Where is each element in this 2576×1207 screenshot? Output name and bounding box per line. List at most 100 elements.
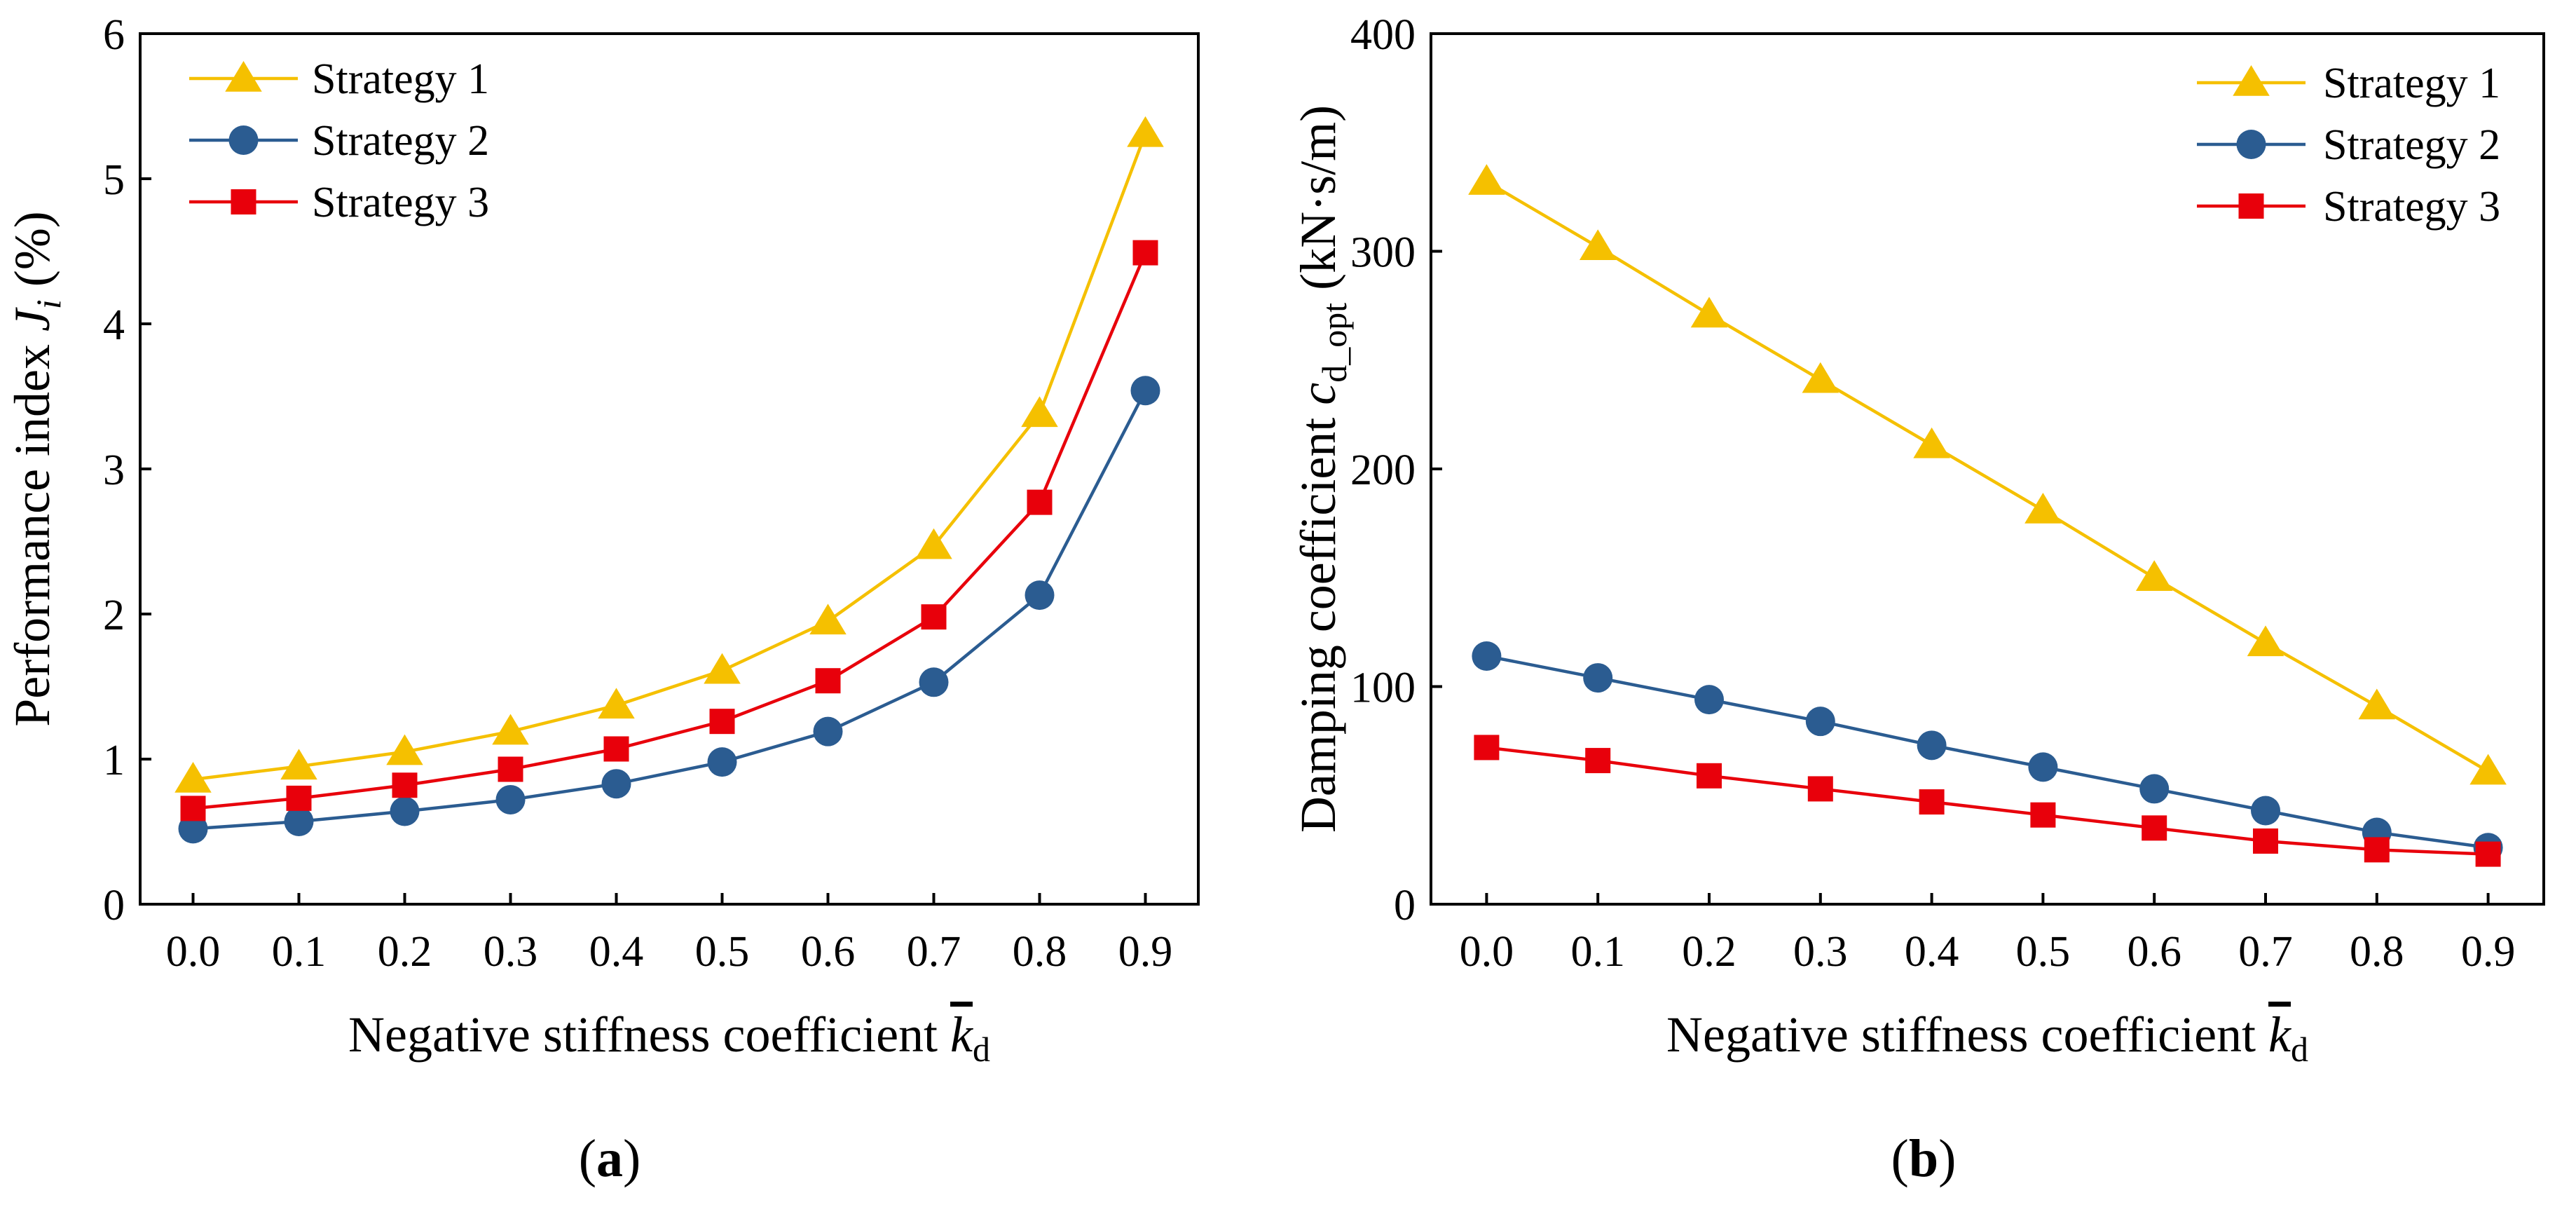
x-tick-label: 0.2 (1682, 928, 1736, 976)
series-line (1486, 746, 2488, 856)
x-axis-label-text: Negative stiffness coefficient (1666, 1007, 2268, 1063)
y-axis-label-subscript: i (29, 299, 68, 309)
data-point (178, 814, 208, 844)
y-axis-label-text: Performance index (4, 332, 60, 727)
y-tick-label: 3 (103, 446, 125, 494)
data-point (815, 668, 841, 694)
x-tick-label: 0.8 (1013, 928, 1067, 976)
legend-marker (225, 61, 262, 92)
legend-entry: Strategy 3 (2197, 183, 2500, 231)
data-point (2251, 796, 2280, 826)
data-point (1690, 296, 1728, 328)
data-point (2028, 752, 2058, 782)
data-point (495, 784, 526, 814)
data-point (921, 604, 947, 630)
data-point (2253, 828, 2278, 854)
x-axis-label: Negative stiffness coefficient kd (1666, 1007, 2308, 1069)
legend-entry: Strategy 1 (189, 55, 489, 103)
legend-marker (231, 189, 256, 214)
x-tick-label: 0.9 (1118, 928, 1173, 976)
legend-entry: Strategy 1 (2197, 60, 2500, 107)
x-tick-label: 0.6 (801, 928, 856, 976)
legend-label: Strategy 1 (2323, 60, 2500, 107)
legend-marker (228, 125, 259, 155)
series-strategy-2 (1472, 641, 2503, 863)
x-axis-label-symbol: k (2268, 1007, 2292, 1063)
legend-entry: Strategy 2 (189, 117, 489, 165)
x-tick-label: 0.7 (907, 928, 961, 976)
data-point (286, 785, 312, 811)
data-point (2364, 837, 2390, 863)
y-tick-label: 100 (1350, 664, 1416, 712)
series-strategy-1 (1468, 164, 2507, 785)
y-axis-label-symbol: c (1290, 383, 1346, 405)
x-axis-label: Negative stiffness coefficient kd (348, 1007, 990, 1069)
data-point (2139, 774, 2170, 804)
data-point (2358, 688, 2396, 720)
x-axis-label-subscript: d (2291, 1030, 2308, 1069)
y-tick-label: 4 (103, 301, 125, 349)
data-point (1583, 663, 1613, 693)
data-point (1472, 641, 1502, 671)
data-point (1474, 735, 1500, 761)
x-axis-label-symbol: k (950, 1007, 974, 1063)
data-point (1025, 580, 1055, 611)
data-point (284, 807, 314, 837)
data-point (180, 796, 206, 821)
data-point (601, 769, 631, 799)
x-tick-label: 0.9 (2461, 928, 2516, 976)
data-point (598, 688, 635, 719)
y-tick-label: 1 (103, 737, 125, 784)
data-point (2142, 815, 2167, 841)
x-tick-label: 0.7 (2238, 928, 2293, 976)
data-point (1697, 763, 1722, 789)
data-point (1021, 396, 1058, 428)
data-point (2469, 753, 2507, 785)
data-point (1805, 707, 1835, 737)
y-tick-label: 6 (103, 11, 125, 59)
series-line (193, 390, 1147, 831)
data-point (498, 756, 523, 782)
x-tick-label: 0.2 (378, 928, 432, 976)
x-tick-label: 0.4 (589, 928, 644, 976)
data-point (174, 761, 212, 793)
data-point (386, 734, 423, 765)
y-tick-label: 5 (103, 156, 125, 204)
series-line (193, 252, 1147, 810)
y-tick-label: 400 (1350, 11, 1416, 59)
legend-label: Strategy 3 (312, 179, 489, 226)
x-tick-label: 0.5 (695, 928, 750, 976)
legend-label: Strategy 3 (2323, 183, 2500, 231)
x-tick-label: 0.1 (272, 928, 327, 976)
data-point (2030, 802, 2056, 828)
data-point (1579, 229, 1617, 261)
y-axis-label-subscript: d_opt (1315, 303, 1354, 383)
x-tick-label: 0.0 (166, 928, 221, 976)
data-point (280, 749, 317, 780)
data-point (390, 796, 420, 826)
series-strategy-3 (1474, 735, 2501, 867)
data-point (2475, 841, 2501, 867)
legend-entry: Strategy 2 (2197, 121, 2500, 169)
x-axis-label-subscript: d (973, 1030, 990, 1069)
data-point (809, 604, 847, 635)
series-strategy-2 (178, 376, 1160, 844)
panel-label: (a) (579, 1129, 641, 1188)
data-point (709, 709, 735, 735)
x-tick-label: 0.3 (484, 928, 538, 976)
data-point (2135, 560, 2173, 591)
data-point (707, 747, 737, 777)
data-point (2025, 492, 2062, 524)
y-tick-label: 0 (1394, 882, 1416, 929)
panel-label-open: ( (579, 1129, 596, 1188)
x-tick-label: 0.1 (1570, 928, 1625, 976)
data-point (492, 714, 529, 745)
panel-label-close: ) (1938, 1129, 1956, 1188)
x-tick-label: 0.6 (2127, 928, 2181, 976)
x-tick-label: 0.3 (1793, 928, 1848, 976)
data-point (919, 667, 949, 697)
y-tick-label: 2 (103, 592, 125, 639)
series-strategy-1 (174, 116, 1164, 793)
data-point (1468, 164, 1505, 195)
